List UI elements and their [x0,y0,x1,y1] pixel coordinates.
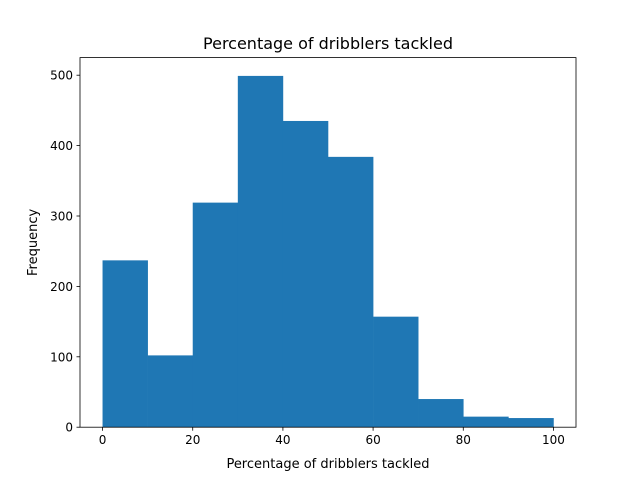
histogram-bar [373,316,419,428]
y-axis-ticks: 0 100 200 300 400 500 [50,69,80,435]
histogram-bar [508,418,554,428]
y-tick-label: 100 [50,350,73,364]
histogram-bar [328,156,374,428]
x-tick-label: 100 [542,433,565,447]
histogram-bar [147,355,194,428]
bars-group [102,75,554,428]
y-axis-label: Frequency [26,209,41,276]
histogram-bar [102,260,148,428]
x-tick-label: 60 [365,433,380,447]
x-tick-label: 40 [275,433,290,447]
histogram-bar [282,120,329,428]
y-tick-label: 300 [50,210,73,224]
chart-title: Percentage of dribblers tackled [203,34,453,53]
histogram-bar [463,416,509,428]
x-tick-label: 20 [185,433,200,447]
plot-frame [79,57,577,428]
x-axis-label: Percentage of dribblers tackled [226,457,429,472]
y-tick-label: 500 [50,69,73,83]
x-tick-label: 0 [99,433,107,447]
histogram-bar [418,399,464,428]
x-tick-label: 80 [456,433,471,447]
x-axis-ticks: 0 20 40 60 80 100 [99,427,565,447]
y-tick-label: 200 [50,280,73,294]
histogram-bar [192,202,239,428]
y-tick-label: 400 [50,139,73,153]
histogram-bar [237,75,284,428]
y-tick-label: 0 [65,421,73,435]
